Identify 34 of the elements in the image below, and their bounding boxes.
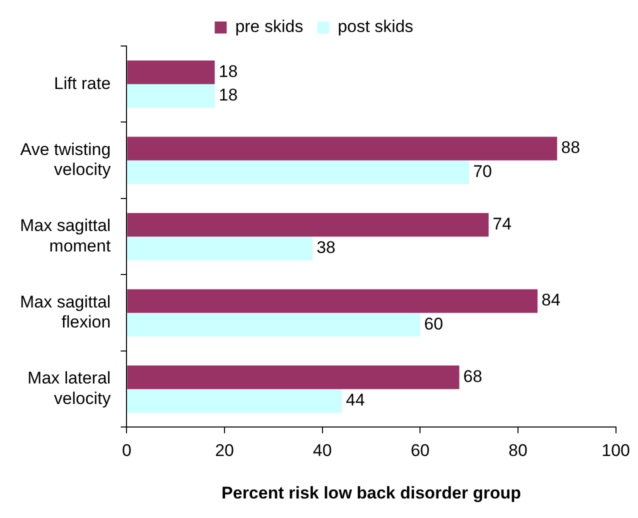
- data-label: 18: [218, 62, 238, 81]
- data-label: 44: [346, 390, 365, 410]
- y-tick-label: Max sagittal moment: [20, 216, 111, 256]
- bar: [127, 136, 558, 160]
- x-tick-label: 0: [122, 441, 132, 460]
- y-tick-label: Max sagittal flexion: [20, 292, 111, 332]
- bar: [127, 212, 489, 237]
- data-label: 60: [424, 314, 444, 334]
- data-label: 18: [218, 86, 238, 105]
- bar: [127, 160, 470, 184]
- y-tick-label: Ave twisting velocity: [20, 140, 112, 180]
- data-label: 74: [492, 214, 512, 234]
- y-tick-label: Max lateral velocity: [28, 368, 112, 408]
- bar: [127, 84, 215, 108]
- x-tick-label: 80: [508, 441, 528, 460]
- bar: [127, 365, 460, 390]
- x-axis-title: Percent risk low back disorder group: [222, 483, 522, 502]
- bar: [127, 312, 420, 336]
- bar: [127, 389, 342, 413]
- data-label: 70: [473, 162, 492, 181]
- x-tick-label: 60: [410, 441, 430, 460]
- x-tick-label: 40: [312, 441, 332, 460]
- data-label: 38: [316, 238, 336, 258]
- y-tick-label: Lift rate: [54, 74, 111, 93]
- data-label: 68: [463, 366, 482, 386]
- legend-label: pre skids: [235, 17, 304, 36]
- bar: [127, 236, 313, 260]
- x-tick-label: 20: [215, 441, 234, 460]
- bar: [127, 289, 538, 313]
- legend-label: post skids: [338, 17, 414, 36]
- x-tick-label: 100: [602, 441, 630, 460]
- data-label: 84: [542, 290, 560, 310]
- data-label: 88: [561, 138, 580, 158]
- bar: [127, 60, 215, 84]
